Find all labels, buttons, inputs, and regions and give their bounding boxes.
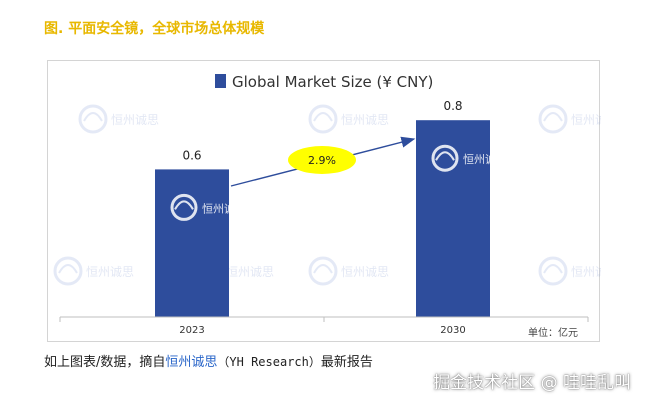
watermark-text: 恒州诚思 [341, 113, 389, 127]
data-label: 0.8 [443, 99, 462, 113]
caption-prefix: 如上图表/数据，摘自 [44, 355, 166, 370]
x-tick-label: 2030 [440, 325, 465, 336]
chart-frame: 恒州诚思恒州诚思恒州诚思恒州诚思恒州诚思恒州诚思恒州诚思 Global Mark… [47, 60, 601, 342]
data-label: 0.6 [182, 148, 201, 162]
source-caption: 如上图表/数据，摘自恒州诚思（YH Research）最新报告 [44, 351, 373, 370]
chart-legend: Global Market Size (¥ CNY) [215, 73, 433, 91]
caption-suffix: 最新报告 [320, 355, 373, 370]
watermark-logo: 恒州诚思 [78, 104, 159, 134]
tick-labels-layer: 2023 2030 [179, 325, 465, 336]
bar [416, 120, 490, 317]
growth-bubble [288, 146, 356, 174]
watermark-logo: 恒州诚思 [538, 104, 601, 134]
unit-note: 单位：亿元 [528, 326, 578, 339]
source-link[interactable]: 恒州诚思 [165, 355, 218, 370]
bar-logo: 恒州诚思 [170, 193, 246, 221]
bars-layer: 恒州诚思 0.6 恒州诚思 0.8 [155, 99, 507, 317]
bar-logo: 恒州诚思 [431, 144, 507, 172]
watermark-logo: 恒州诚思 [308, 104, 389, 134]
bar-chart: 恒州诚思恒州诚思恒州诚思恒州诚思恒州诚思恒州诚思恒州诚思 Global Mark… [53, 73, 601, 339]
x-tick-label: 2023 [179, 325, 204, 336]
watermark-text: 恒州诚思 [571, 265, 601, 279]
bar [155, 169, 229, 317]
watermark-logo: 恒州诚思 [538, 256, 601, 286]
bar-logo-text: 恒州诚思 [463, 153, 507, 166]
watermark-text: 恒州诚思 [226, 265, 274, 279]
growth-label: 2.9% [308, 154, 336, 167]
figure-title: 图. 平面安全镜，全球市场总体规模 [44, 21, 265, 37]
legend-label: Global Market Size (¥ CNY) [232, 73, 433, 91]
watermark-text: 恒州诚思 [571, 113, 601, 127]
watermark-logo: 恒州诚思 [308, 256, 389, 286]
watermark-text: 恒州诚思 [111, 113, 159, 127]
growth-annotation: 2.9% [230, 136, 416, 187]
legend-swatch [215, 74, 226, 88]
watermark-layer: 恒州诚思恒州诚思恒州诚思恒州诚思恒州诚思恒州诚思恒州诚思 [53, 104, 601, 286]
watermark-text: 恒州诚思 [341, 265, 389, 279]
platform-watermark: 掘金技术社区 @ 哇哇乱叫 [433, 373, 631, 393]
watermark-logo: 恒州诚思 [53, 256, 134, 286]
watermark-text: 恒州诚思 [86, 265, 134, 279]
bar-logo-text: 恒州诚思 [202, 202, 246, 215]
source-english: （YH Research） [217, 355, 321, 369]
